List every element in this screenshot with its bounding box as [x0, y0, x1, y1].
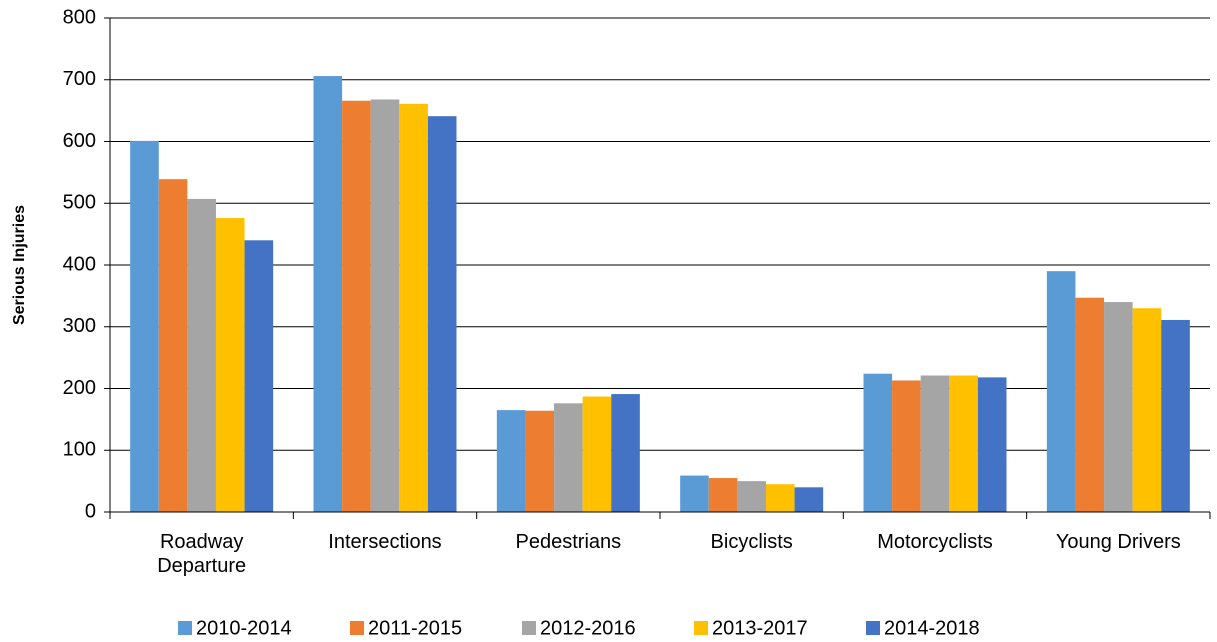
x-tick-label: Bicyclists: [710, 531, 793, 553]
x-tick-label: Young Drivers: [1055, 531, 1181, 553]
bar: [427, 116, 457, 513]
legend-label: 2011-2015: [368, 617, 462, 639]
y-tick-label: 0: [85, 500, 96, 522]
bar: [399, 103, 428, 513]
y-tick-label: 200: [63, 377, 96, 399]
bar: [1104, 302, 1133, 512]
legend-label: 2010-2014: [196, 617, 292, 639]
bar: [920, 375, 950, 512]
legend-swatch: [866, 621, 880, 635]
bar: [525, 410, 555, 512]
bar: [949, 375, 978, 512]
bar: [313, 76, 343, 513]
y-tick-label: 600: [63, 130, 96, 152]
bar: [187, 198, 216, 513]
bar: [370, 99, 400, 512]
bar: [130, 140, 159, 512]
bar: [1161, 319, 1190, 512]
bar: [554, 403, 583, 512]
y-tick-label: 300: [63, 315, 96, 337]
bar: [737, 481, 766, 512]
legend-label: 2013-2017: [712, 617, 808, 639]
bar: [794, 487, 824, 512]
x-tick-label: Intersections: [328, 531, 442, 553]
legend-swatch: [178, 621, 192, 635]
bar: [708, 478, 738, 512]
y-tick-label: 500: [63, 192, 96, 214]
y-tick-label: 800: [63, 6, 96, 28]
legend-label: 2012-2016: [540, 617, 636, 639]
bar: [1075, 297, 1105, 512]
legend-swatch: [350, 621, 364, 635]
y-axis-label: Serious Injuries: [11, 205, 28, 325]
y-tick-label: 100: [63, 439, 96, 461]
bar: [977, 377, 1007, 512]
bar: [496, 410, 526, 512]
y-tick-label: 700: [63, 68, 96, 90]
bar: [611, 394, 640, 512]
legend-swatch: [522, 621, 536, 635]
bar: [1046, 271, 1076, 512]
x-tick-label: Pedestrians: [515, 531, 622, 553]
bar: [582, 396, 612, 512]
bar: [342, 100, 371, 513]
bar: [244, 240, 274, 513]
bar: [1132, 308, 1162, 512]
x-tick-label: Roadway Departure: [157, 531, 247, 577]
bar: [680, 475, 709, 512]
bar: [863, 373, 893, 512]
x-tick-label: Motorcyclists: [877, 531, 993, 553]
y-tick-label: 400: [63, 253, 96, 275]
bar: [158, 179, 188, 513]
bar: [892, 380, 921, 512]
legend-swatch: [694, 621, 708, 635]
bar: [765, 484, 795, 512]
bar: [215, 218, 245, 512]
legend-label: 2014-2018: [884, 617, 980, 639]
